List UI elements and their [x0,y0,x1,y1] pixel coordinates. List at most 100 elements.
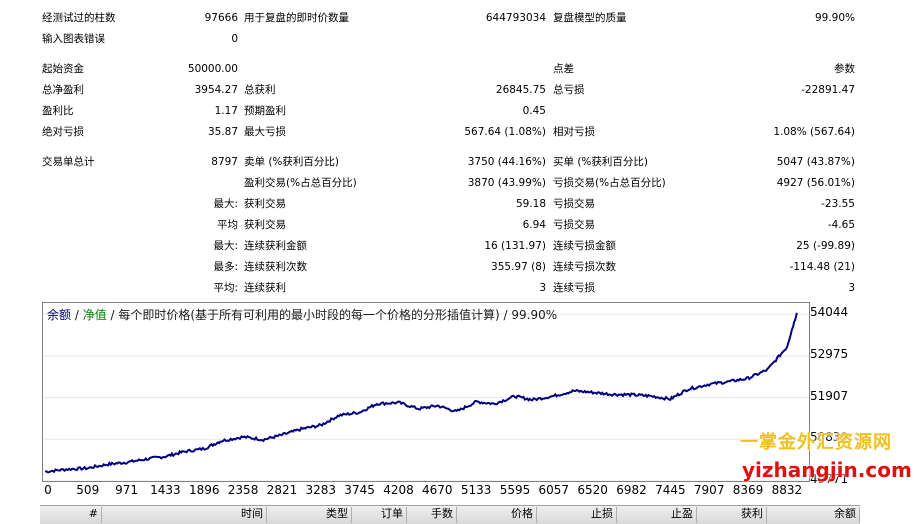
y-tick-label-1: 52975 [810,346,849,361]
x-tick-label-2: 971 [115,483,139,497]
watermark-text: 一掌金外汇资源网 [740,432,892,453]
y-tick-label-4: 49771 [810,472,849,486]
largest-prefix: 最大: [213,198,238,210]
quality-label: 复盘模型的质量 [553,12,627,24]
max-consec-profit-label: 连续获利次数 [244,261,307,273]
col-sl[interactable]: 止损 [537,507,617,523]
net-profit-label: 总净盈利 [42,84,84,96]
quality-value: 99.90% [814,12,855,24]
deposit-value: 50000.00 [187,63,238,75]
watermark-url: yizhangjin.com [742,458,912,482]
max-consec-profit-value: 355.97 (8) [491,261,546,273]
rel-drawdown-label: 相对亏损 [553,126,595,138]
legend-separator: / [71,308,83,322]
x-tick-label-18: 8369 [732,483,764,497]
y-tick-label-0: 54044 [810,305,849,320]
trades-table-header: # 时间 类型 订单 手数 价格 止损 止盈 获利 余额 [40,505,860,524]
legend-balance: 余额 [47,308,72,322]
expected-payoff-value: 0.45 [522,105,546,117]
x-tick-label-13: 6057 [538,483,570,497]
max-drawdown-value: 567.64 (1.08%) [464,126,546,138]
col-time[interactable]: 时间 [102,507,267,523]
max-drawdown-label: 最大亏损 [244,126,286,138]
avg-consec-wins-value: 3 [539,282,546,294]
bars-tested-label: 经测试过的柱数 [42,12,116,24]
profit-factor-value: 1.17 [214,105,238,117]
x-tick-label-16: 7445 [655,483,686,497]
col-type[interactable]: 类型 [267,507,352,523]
max-consec-loss-value: -114.48 (21) [789,261,855,273]
largest-profit-value: 59.18 [515,198,546,210]
most-prefix: 最多: [213,261,238,273]
average-loss-label: 亏损交易 [553,219,595,231]
loss-trades-value: 4927 (56.01%) [776,177,855,189]
x-tick-label-7: 3283 [305,483,337,497]
balance-chart: 余额 / 净值 / 每个即时价格(基于所有可利用的最小时段的每一个价格的分形插值… [42,302,810,482]
x-tick-label-0: 0 [44,483,52,497]
x-tick-label-10: 4670 [421,483,453,497]
max-consec-losses-value: 25 (-99.89) [796,240,855,252]
largest-profit-label: 获利交易 [244,198,286,210]
x-tick-label-11: 5133 [460,483,492,497]
x-tick-label-4: 1896 [188,483,220,497]
bars-tested-value: 97666 [204,12,238,24]
x-tick-label-19: 8832 [771,483,803,497]
expected-payoff-label: 预期盈利 [244,105,286,117]
max-consec-wins-value: 16 (131.97) [484,240,546,252]
y-tick-label-3: 50839 [810,430,849,445]
long-trades-label: 买单 (%获利百分比) [553,156,649,168]
largest-loss-label: 亏损交易 [553,198,595,210]
col-lots[interactable]: 手数 [407,507,457,523]
rel-drawdown-value: 1.08% (567.64) [773,126,855,138]
chart-legend: 余额 / 净值 / 每个即时价格(基于所有可利用的最小时段的每一个价格的分形插值… [47,307,557,323]
avg-consec-wins-label: 连续获利 [244,282,286,294]
series-line-balance [44,312,798,474]
x-tick-label-15: 6982 [616,483,647,497]
profit-trades-label: 盈利交易(%占总百分比) [244,177,357,189]
x-tick-label-6: 2821 [266,483,298,497]
largest-loss-value: -23.55 [821,198,855,210]
gross-loss-label: 总亏损 [553,84,585,96]
gross-profit-label: 总获利 [244,84,276,96]
abs-drawdown-value: 35.87 [207,126,238,138]
col-tp[interactable]: 止盈 [617,507,697,523]
average-loss-value: -4.65 [827,219,855,231]
avg-consec-losses-value: 3 [848,282,855,294]
x-tick-label-17: 7907 [693,483,725,497]
x-tick-label-1: 509 [76,483,100,497]
average-profit-value: 6.94 [522,219,546,231]
col-number[interactable]: # [40,507,102,523]
loss-trades-label: 亏损交易(%占总百分比) [553,177,666,189]
short-trades-value: 3750 (44.16%) [467,156,546,168]
spread-value: 参数 [834,63,855,75]
long-trades-value: 5047 (43.87%) [776,156,855,168]
short-trades-label: 卖单 (%获利百分比) [244,156,340,168]
profit-trades-value: 3870 (43.99%) [467,177,546,189]
gross-loss-value: -22891.47 [801,84,855,96]
average-profit-label: 获利交易 [244,219,286,231]
spread-label: 点差 [553,63,574,75]
average-prefix: 平均 [217,219,238,231]
total-trades-value: 8797 [211,156,238,168]
avg-consec-prefix: 平均: [213,282,238,294]
ticks-label: 用于复盘的即时价数量 [244,12,349,24]
col-balance[interactable]: 余额 [767,507,860,523]
x-tick-label-5: 2358 [227,483,259,497]
max-consec-prefix: 最大: [213,240,238,252]
x-tick-label-12: 5595 [499,483,531,497]
max-consec-losses-label: 连续亏损金额 [553,240,616,252]
col-price[interactable]: 价格 [457,507,537,523]
balance-chart-svg [43,312,809,481]
max-consec-wins-label: 连续获利金额 [244,240,307,252]
mismatch-label: 输入图表错误 [42,33,105,45]
x-tick-label-9: 4208 [383,483,414,497]
deposit-label: 起始资金 [42,63,84,75]
legend-equity: 净值 [82,308,107,322]
col-profit[interactable]: 获利 [697,507,767,523]
x-tick-label-14: 6520 [577,483,608,497]
x-tick-label-3: 1433 [150,483,181,497]
profit-factor-label: 盈利比 [42,105,74,117]
ticks-value: 644793034 [485,12,546,24]
net-profit-value: 3954.27 [194,84,238,96]
col-order[interactable]: 订单 [352,507,407,523]
